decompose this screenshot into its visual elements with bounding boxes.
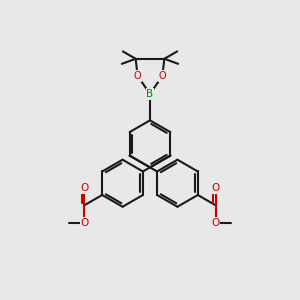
Text: O: O: [80, 183, 88, 193]
Text: O: O: [80, 218, 88, 228]
Text: B: B: [146, 89, 154, 99]
Text: O: O: [212, 218, 220, 228]
Text: O: O: [212, 183, 220, 193]
Text: O: O: [134, 71, 142, 81]
Text: O: O: [158, 71, 166, 81]
